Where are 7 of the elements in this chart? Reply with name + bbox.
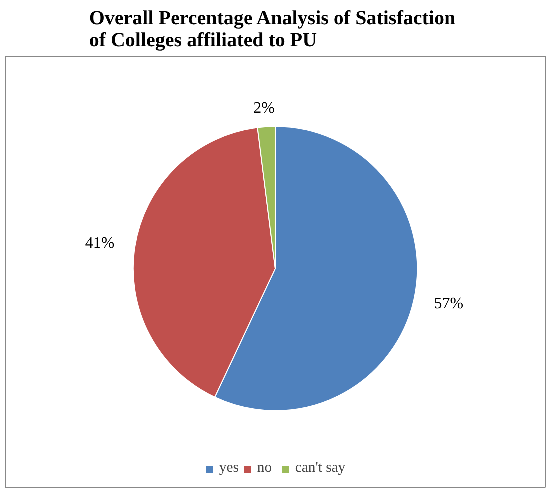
legend-label: no [257,460,274,477]
chart-title: Overall Percentage Analysis of Satisfaction of Colleges affiliated to PU [89,8,456,52]
legend-label: yes [219,460,240,477]
legend-label: can't say [295,460,346,477]
data-label: 41% [85,235,115,252]
data-label: 57% [434,295,464,312]
data-label: 2% [254,100,276,117]
